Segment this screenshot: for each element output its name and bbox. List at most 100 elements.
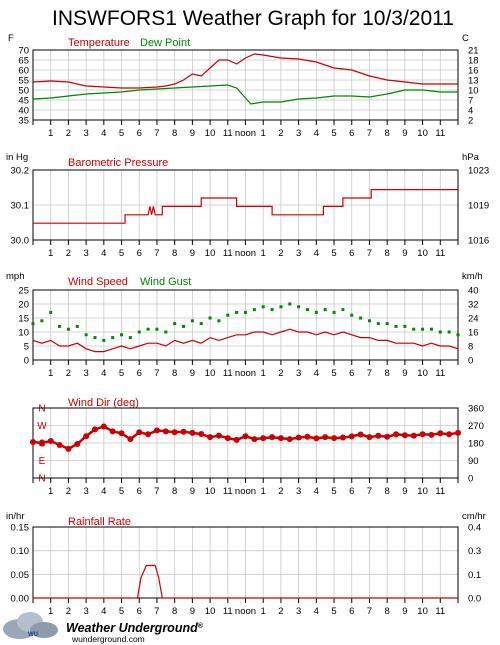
x-tick-label: noon bbox=[235, 486, 256, 497]
left-tick-label: 25 bbox=[18, 286, 29, 297]
rainfall-rate-line bbox=[33, 564, 458, 599]
right-tick-label: 2 bbox=[468, 116, 473, 127]
wind-gust-point bbox=[208, 316, 212, 320]
pressure-left-unit: in Hg bbox=[6, 152, 28, 163]
dew-point-legend: Dew Point bbox=[140, 37, 190, 49]
right-tick-label: 13 bbox=[468, 76, 479, 87]
x-tick-label: 3 bbox=[296, 606, 301, 617]
left-tick-label: 40 bbox=[18, 106, 29, 117]
svg-text:Weather Underground®: Weather Underground® bbox=[66, 621, 204, 635]
wunderground-logo: WU Weather Underground® wunderground.com bbox=[3, 612, 204, 644]
x-tick-label: 6 bbox=[137, 128, 142, 139]
x-tick-label: 11 bbox=[223, 248, 233, 259]
right-tick-label: 4 bbox=[468, 106, 473, 117]
x-tick-label: 7 bbox=[367, 368, 372, 379]
x-tick-label: 11 bbox=[223, 128, 233, 139]
wind-gust-point bbox=[279, 305, 283, 309]
x-tick-label: 11 bbox=[435, 128, 445, 139]
x-tick-label: 2 bbox=[278, 128, 283, 139]
x-tick-label: noon bbox=[235, 368, 256, 379]
x-tick-label: 3 bbox=[83, 486, 88, 497]
right-tick-label: 0.3 bbox=[468, 546, 481, 557]
x-tick-label: 7 bbox=[367, 248, 372, 259]
x-tick-label: 6 bbox=[137, 486, 142, 497]
wind-gust-point bbox=[40, 319, 44, 323]
x-tick-label: 9 bbox=[402, 368, 407, 379]
wind-gust-point bbox=[120, 333, 124, 337]
x-tick-label: 10 bbox=[417, 248, 428, 259]
left-tick-label: 45 bbox=[18, 96, 29, 107]
wind-gust-point bbox=[226, 313, 230, 317]
x-tick-label: 5 bbox=[331, 248, 336, 259]
brand-url: wunderground.com bbox=[71, 634, 145, 644]
x-tick-label: 8 bbox=[172, 486, 177, 497]
x-tick-label: 11 bbox=[223, 368, 233, 379]
x-tick-label: 11 bbox=[223, 606, 233, 617]
x-tick-label: 5 bbox=[331, 486, 336, 497]
x-tick-label: 6 bbox=[349, 606, 354, 617]
right-tick-label: 1016 bbox=[468, 236, 489, 247]
wind-speed-legend: Wind Speed bbox=[68, 276, 128, 288]
x-tick-label: 1 bbox=[48, 606, 53, 617]
x-tick-label: 9 bbox=[190, 368, 195, 379]
x-tick-label: 9 bbox=[190, 486, 195, 497]
right-tick-label: 1023 bbox=[468, 166, 489, 177]
x-tick-label: 4 bbox=[314, 128, 319, 139]
wind-gust-point bbox=[314, 310, 318, 314]
left-tick-label: 0.10 bbox=[11, 546, 30, 557]
x-tick-label: 6 bbox=[137, 248, 142, 259]
x-tick-label: 7 bbox=[154, 368, 159, 379]
x-tick-label: 2 bbox=[66, 248, 71, 259]
x-tick-label: 2 bbox=[278, 486, 283, 497]
x-tick-label: 6 bbox=[349, 486, 354, 497]
x-tick-label: 10 bbox=[417, 606, 428, 617]
x-tick-label: 1 bbox=[261, 128, 266, 139]
dew-point-line bbox=[32, 84, 458, 105]
wind-gust-point bbox=[173, 322, 177, 326]
x-tick-label: 5 bbox=[331, 368, 336, 379]
right-tick-label: 270 bbox=[468, 421, 484, 432]
wind-gust-point bbox=[190, 319, 194, 323]
x-tick-label: 9 bbox=[402, 128, 407, 139]
right-tick-label: 10 bbox=[468, 86, 479, 97]
wind-gust-point bbox=[93, 336, 97, 340]
wind-gust-point bbox=[297, 305, 301, 309]
right-tick-label: 18 bbox=[468, 56, 479, 67]
x-tick-label: 5 bbox=[331, 606, 336, 617]
x-tick-label: 2 bbox=[278, 248, 283, 259]
right-tick-label: 21 bbox=[468, 46, 479, 57]
wind-gust-point bbox=[164, 330, 168, 334]
wind-dir-deg--line bbox=[32, 425, 459, 451]
x-tick-label: 9 bbox=[190, 606, 195, 617]
x-tick-label: 4 bbox=[101, 486, 106, 497]
wind-gust-point bbox=[199, 322, 203, 326]
x-tick-label: 9 bbox=[190, 248, 195, 259]
x-tick-label: 1 bbox=[48, 486, 53, 497]
left-tick-label: N bbox=[38, 474, 45, 485]
temperature-left-unit: F bbox=[8, 33, 14, 44]
x-tick-label: 8 bbox=[385, 248, 390, 259]
x-tick-label: 11 bbox=[435, 248, 445, 259]
wind-gust-point bbox=[456, 333, 460, 337]
right-tick-label: 16 bbox=[468, 328, 479, 339]
right-tick-label: 16 bbox=[468, 66, 479, 77]
wind-gust-point bbox=[367, 319, 371, 323]
wind-gust-point bbox=[288, 302, 292, 306]
wind-gust-point bbox=[252, 308, 256, 312]
wind-gust-point bbox=[182, 324, 186, 328]
x-tick-label: noon bbox=[235, 606, 256, 617]
wind-gust-point bbox=[155, 327, 159, 331]
x-tick-label: 10 bbox=[205, 128, 216, 139]
temperature-legend: Temperature bbox=[68, 37, 130, 49]
right-tick-label: 90 bbox=[468, 456, 479, 467]
wind-gust-point bbox=[75, 324, 79, 328]
plot-frame bbox=[32, 49, 459, 121]
x-tick-label: 4 bbox=[314, 248, 319, 259]
x-tick-label: 1 bbox=[261, 368, 266, 379]
rain-legend: Rainfall Rate bbox=[68, 516, 131, 528]
right-tick-label: 0.1 bbox=[468, 570, 481, 581]
x-tick-label: 7 bbox=[154, 606, 159, 617]
x-tick-label: 7 bbox=[367, 128, 372, 139]
wind-gust-point bbox=[447, 330, 451, 334]
rain-left-unit: in/hr bbox=[6, 511, 24, 522]
